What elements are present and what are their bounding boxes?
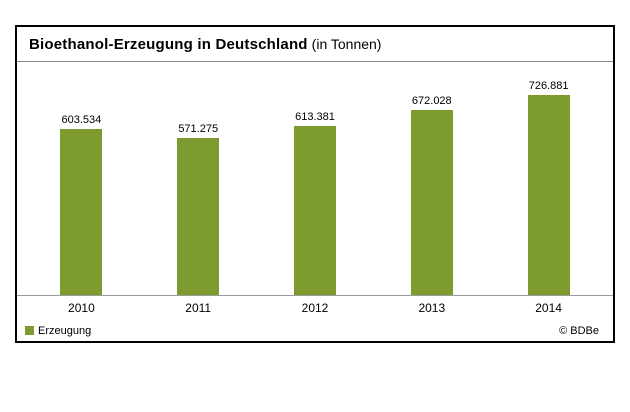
x-axis-label: 2012 — [301, 301, 329, 315]
bar — [177, 138, 220, 295]
bar-column-2014: 726.881 — [490, 80, 607, 295]
bar — [527, 95, 570, 295]
bar-column-2010: 603.534 — [23, 114, 140, 295]
chart-title-suffix: (in Tonnen) — [311, 36, 382, 52]
bar-column-2011: 571.275 — [140, 123, 257, 295]
bar-value-label: 726.881 — [528, 80, 569, 92]
legend-swatch-icon — [25, 326, 34, 335]
chart-title-main: Bioethanol-Erzeugung in Deutschland — [29, 35, 308, 53]
chart-title: Bioethanol-Erzeugung in Deutschland (in … — [17, 27, 613, 61]
x-axis-label: 2014 — [535, 301, 562, 315]
plot-area: 603.534 571.275 613.381 672.028 726.881 — [17, 62, 613, 296]
chart-footer: Erzeugung © BDBe — [17, 320, 613, 341]
bar — [293, 126, 336, 295]
bar-value-label: 613.381 — [295, 111, 335, 123]
bar — [60, 129, 103, 295]
legend-label: Erzeugung — [38, 324, 92, 337]
copyright-credit: © BDBe — [559, 324, 599, 337]
bar-column-2012: 613.381 — [257, 111, 374, 295]
title-divider — [17, 61, 613, 62]
bar-value-label: 603.534 — [61, 114, 102, 126]
x-axis-label: 2013 — [418, 301, 446, 315]
legend: Erzeugung — [25, 325, 91, 337]
chart-container: Bioethanol-Erzeugung in Deutschland (in … — [15, 25, 615, 343]
x-axis-labels: 2010 2011 2012 2013 2014 — [17, 296, 613, 320]
x-axis-label: 2011 — [185, 301, 212, 315]
bar-value-label: 571.275 — [178, 123, 219, 135]
bar-column-2013: 672.028 — [373, 95, 490, 295]
bar — [410, 110, 453, 295]
bar-value-label: 672.028 — [411, 95, 452, 107]
x-axis-label: 2010 — [68, 301, 95, 315]
